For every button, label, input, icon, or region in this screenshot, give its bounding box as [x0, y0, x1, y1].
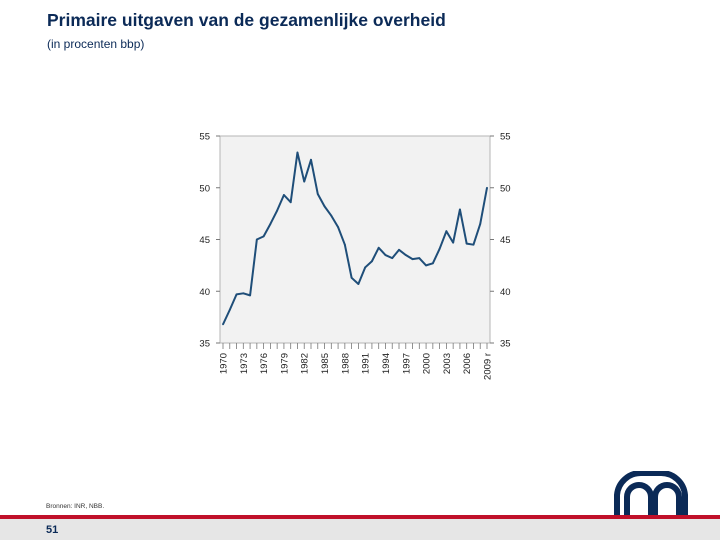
data-point — [364, 266, 367, 269]
data-point — [384, 254, 387, 256]
data-point — [262, 235, 265, 238]
data-point — [310, 158, 312, 161]
data-point — [357, 283, 360, 285]
x-tick-label: 2000 — [422, 353, 433, 374]
data-point — [472, 243, 475, 246]
data-point — [411, 258, 414, 261]
x-tick-label: 1979 — [279, 353, 290, 374]
data-point — [371, 260, 373, 263]
page-number: 51 — [46, 524, 59, 536]
data-point — [377, 246, 380, 249]
y-tick-label-left: 55 — [199, 132, 210, 143]
x-tick-label: 1970 — [219, 353, 230, 374]
data-point — [404, 254, 407, 256]
y-tick-label-left: 50 — [199, 183, 210, 194]
data-point — [391, 257, 394, 260]
line-chart: 35 35 40 40 45 45 50 50 55 55 1970 1973 1976 1979 1982… — [199, 132, 511, 380]
data-point — [222, 323, 224, 326]
x-tick-label: 2006 — [462, 353, 473, 374]
y-tick-label-left: 40 — [199, 287, 210, 298]
data-point — [452, 241, 455, 244]
x-tick-label: 1994 — [381, 353, 392, 374]
y-tick-label-right: 50 — [500, 183, 511, 194]
y-tick-label-left: 45 — [199, 235, 210, 246]
series-line — [222, 151, 488, 325]
data-point — [235, 293, 238, 296]
x-tick-label: 1991 — [361, 353, 372, 374]
data-point — [316, 193, 319, 195]
data-point — [398, 248, 400, 251]
x-tick-label: 1982 — [300, 353, 311, 374]
x-tick-label: 1988 — [340, 353, 351, 374]
data-point — [323, 205, 326, 208]
data-point — [303, 180, 306, 183]
data-point — [296, 151, 299, 154]
plot-area — [219, 135, 491, 344]
data-point — [255, 238, 258, 241]
x-tick-label: 1976 — [259, 353, 270, 374]
data-point — [479, 223, 482, 225]
data-point — [425, 264, 427, 267]
data-point — [242, 292, 245, 295]
data-point — [445, 230, 448, 233]
data-point — [228, 308, 231, 311]
data-point — [330, 214, 333, 217]
data-point — [269, 223, 272, 225]
sources-note: Bronnen: INR, NBB. — [46, 503, 105, 510]
x-tick-label: 1997 — [401, 353, 412, 374]
y-tick-label-right: 55 — [500, 132, 511, 143]
x-tick-label: 2009 r — [483, 353, 494, 380]
y-tick-label-right: 35 — [500, 339, 511, 350]
data-point — [459, 208, 461, 211]
data-point — [431, 262, 434, 265]
data-point — [486, 186, 488, 189]
slide-title: Primaire uitgaven van de gezamenlijke ov… — [47, 10, 446, 30]
data-point — [343, 243, 346, 246]
data-point — [350, 276, 353, 279]
data-point — [276, 209, 279, 212]
footer-accent-line — [0, 515, 720, 519]
y-tick-label-right: 45 — [500, 235, 511, 246]
data-point — [289, 201, 292, 204]
x-tick-label: 1985 — [320, 353, 331, 374]
x-tick-label: 1973 — [239, 353, 250, 374]
data-point — [438, 247, 441, 250]
data-point — [418, 257, 421, 260]
slide-subtitle: (in procenten bbp) — [47, 37, 145, 51]
data-point — [249, 294, 251, 297]
data-point — [337, 226, 339, 228]
y-tick-label-left: 35 — [199, 339, 210, 350]
data-point — [283, 194, 285, 196]
footer-bar — [0, 515, 720, 540]
y-tick-label-right: 40 — [500, 287, 511, 298]
nbb-logo-icon — [614, 471, 688, 515]
data-point — [465, 242, 468, 245]
x-tick-label: 2003 — [442, 353, 453, 374]
